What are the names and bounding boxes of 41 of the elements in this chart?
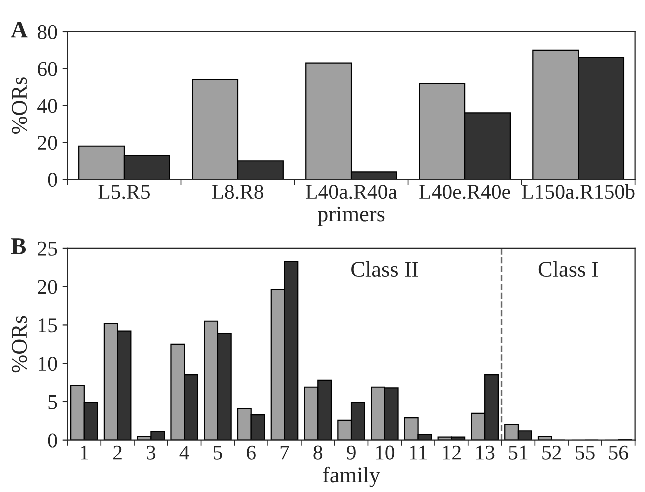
x-tick-label: L5.R5 bbox=[98, 185, 150, 200]
x-tick-label: L40a.R40a bbox=[306, 185, 398, 200]
x-tick-label: 9 bbox=[346, 446, 356, 460]
x-tick-label: L8.R8 bbox=[212, 185, 264, 200]
x-axis-title: primers bbox=[318, 206, 385, 226]
y-axis-title: %ORs bbox=[12, 78, 28, 134]
x-tick-label: 1 bbox=[81, 446, 88, 460]
x-tick-label: 2 bbox=[114, 446, 122, 460]
x-tick-label: 6 bbox=[247, 446, 256, 460]
annotation: Class I bbox=[538, 261, 598, 278]
x-tick-label: 56 bbox=[609, 446, 628, 460]
y-tick-label: 15 bbox=[39, 318, 58, 333]
chart-title: B bbox=[11, 238, 26, 254]
y-tick-label: 80 bbox=[38, 25, 58, 40]
x-tick-label: 11 bbox=[410, 446, 428, 460]
y-tick-label: 5 bbox=[48, 396, 58, 410]
y-tick-label: 20 bbox=[38, 136, 58, 150]
x-tick-label: L40e.R40e bbox=[420, 185, 510, 200]
y-tick-label: 10 bbox=[39, 356, 58, 372]
x-tick-label: 13 bbox=[476, 446, 495, 460]
x-tick-label: 55 bbox=[576, 446, 595, 460]
y-tick-label: 40 bbox=[38, 99, 58, 114]
x-tick-label: 10 bbox=[376, 446, 395, 460]
x-tick-label: 51 bbox=[509, 446, 528, 460]
x-tick-label: 8 bbox=[314, 446, 323, 460]
y-tick-label: 0 bbox=[48, 434, 58, 448]
x-tick-label: 4 bbox=[180, 446, 190, 460]
y-tick-label: 0 bbox=[48, 172, 58, 188]
y-tick-label: 25 bbox=[38, 242, 58, 256]
chart-title: A bbox=[11, 22, 28, 38]
y-axis-title: %ORs bbox=[12, 316, 28, 373]
x-tick-label: 7 bbox=[280, 446, 290, 460]
y-tick-label: 20 bbox=[38, 280, 58, 294]
annotation: Class II bbox=[352, 261, 418, 278]
x-tick-label: 5 bbox=[214, 446, 222, 460]
x-axis-title: family bbox=[323, 466, 380, 488]
x-tick-label: 52 bbox=[542, 446, 562, 460]
y-tick-label: 60 bbox=[38, 62, 58, 76]
x-tick-label: 3 bbox=[146, 446, 156, 460]
x-tick-label: L150a.R150b bbox=[522, 184, 635, 200]
x-tick-label: 12 bbox=[443, 446, 461, 460]
